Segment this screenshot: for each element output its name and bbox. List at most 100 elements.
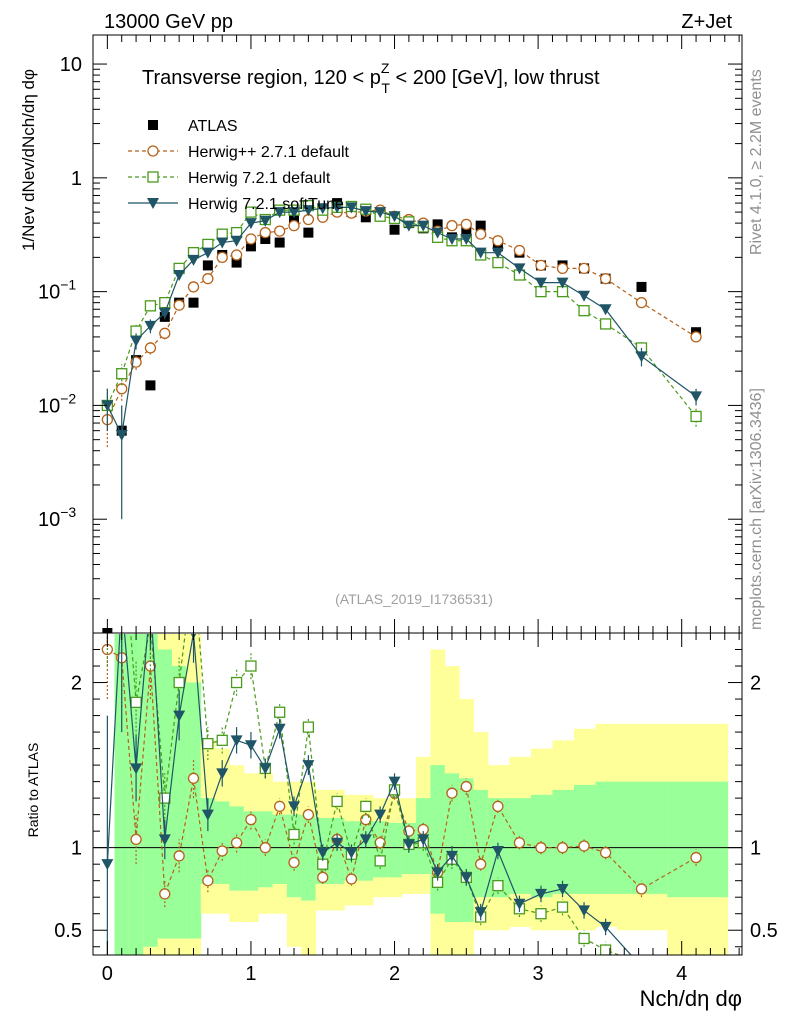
ratio-band-green	[272, 814, 288, 884]
data-point	[492, 235, 504, 247]
ratio-point	[599, 846, 612, 859]
ratio-point	[691, 975, 701, 985]
ratio-point	[159, 792, 171, 804]
y-tick-label-base: 10	[38, 509, 60, 531]
data-point	[230, 249, 243, 261]
ratio-y-tick-label-left: 0.5	[54, 920, 82, 942]
ratio-y-tick-label-right: 1	[750, 838, 761, 860]
data-point	[245, 233, 257, 245]
data-point	[599, 273, 612, 285]
data-point	[345, 202, 358, 214]
ratio-point	[173, 850, 185, 862]
legend-label: Herwig++ 2.7.1 default	[188, 144, 350, 161]
ratio-point	[274, 800, 286, 813]
data-point	[187, 254, 200, 266]
ratio-y-tick-label-right: 2	[750, 673, 761, 695]
ratio-point	[345, 873, 358, 885]
ratio-point	[202, 737, 214, 750]
analysis-reference: (ATLAS_2019_I1736531)	[335, 591, 493, 607]
data-point	[635, 351, 648, 363]
ratio-point	[244, 740, 257, 752]
ratio-point	[578, 840, 590, 852]
ratio-point	[230, 676, 243, 689]
bottom-y-axis-label: Ratio to ATLAS	[25, 743, 41, 838]
y-tick-label: 10−2	[38, 390, 76, 417]
ratio-point	[216, 845, 228, 857]
ratio-point	[316, 847, 329, 859]
ratio-point	[599, 921, 612, 933]
ratio-point	[130, 763, 143, 775]
data-point	[578, 305, 590, 317]
ratio-band-green	[667, 781, 729, 898]
data-point	[259, 226, 271, 239]
data-point	[556, 262, 569, 275]
data-point	[389, 224, 400, 235]
data-point	[259, 215, 272, 227]
y-tick-label: 10−3	[38, 504, 76, 531]
ratio-point	[492, 800, 504, 813]
ratio-point	[173, 676, 185, 689]
ratio-point	[288, 801, 301, 813]
data-point	[144, 300, 157, 312]
data-point	[432, 219, 443, 230]
ratio-band-green	[301, 814, 317, 901]
data-point	[216, 251, 228, 264]
data-point	[144, 320, 157, 332]
y-tick-label-base: 10	[38, 282, 60, 304]
ratio-point	[636, 958, 646, 968]
ratio-point	[116, 595, 128, 606]
legend-label: Herwig 7.2.1 default	[188, 170, 331, 187]
data-point	[202, 260, 213, 271]
data-point	[513, 244, 526, 257]
ratio-point	[302, 760, 315, 772]
ratio-y-tick-label-left: 2	[71, 673, 82, 695]
data-point	[273, 207, 286, 219]
data-point	[492, 256, 504, 269]
ratio-point	[578, 932, 590, 945]
data-point	[513, 263, 526, 275]
data-point	[636, 281, 647, 292]
ratio-point	[202, 875, 214, 887]
data-point	[230, 235, 243, 247]
data-point	[491, 247, 504, 259]
ratio-point	[245, 813, 257, 826]
data-point	[173, 299, 185, 311]
data-point	[635, 297, 648, 309]
ratio-point	[101, 859, 114, 871]
ratio-point	[475, 858, 487, 870]
data-point	[274, 237, 285, 248]
data-point	[417, 220, 430, 232]
ratio-point	[102, 595, 112, 605]
ratio-point	[513, 837, 526, 849]
data-point	[101, 400, 114, 412]
ratio-point	[317, 871, 329, 884]
data-point	[599, 304, 612, 316]
ratio-point	[445, 850, 458, 862]
series-line-1	[106, 209, 697, 420]
x-tick-label: 2	[389, 963, 400, 985]
top-panel-series	[101, 198, 703, 633]
ratio-point	[158, 834, 171, 846]
legend-entry: ATLAS	[148, 118, 238, 135]
ratio-point	[302, 721, 315, 733]
ratio-point	[690, 958, 702, 969]
data-point	[360, 212, 371, 223]
top-y-axis-label-text: 1/Nev dNev/dNch/dη dφ	[19, 69, 38, 251]
ratio-panel-series	[101, 595, 702, 985]
ratio-y-tick-label-right: 0.5	[750, 920, 778, 942]
ratio-point	[288, 828, 300, 841]
data-point	[316, 203, 329, 215]
x-tick-label: 1	[245, 963, 256, 985]
ratio-point	[201, 809, 214, 821]
ratio-point	[374, 855, 386, 867]
top-y-axis-label: 1/Nev dNev/dNch/dη dφ	[19, 69, 38, 251]
legend-label: ATLAS	[188, 118, 238, 135]
data-point	[288, 207, 301, 219]
legend: ATLAS Herwig++ 2.7.1 default Herwig 7.2.1 …	[128, 118, 350, 213]
ratio-point	[130, 833, 142, 846]
data-point	[461, 226, 472, 237]
legend-marker	[148, 120, 158, 130]
ratio-point	[288, 856, 300, 869]
data-point	[578, 262, 590, 275]
ratio-point	[259, 842, 271, 854]
